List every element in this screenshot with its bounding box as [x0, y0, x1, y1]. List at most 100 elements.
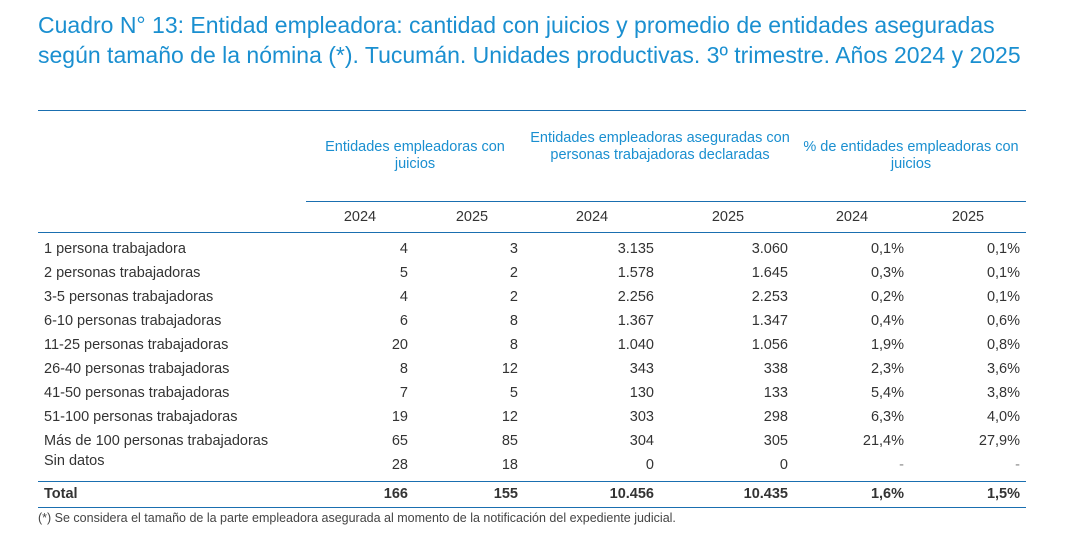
footnote: (*) Se considera el tamaño de la parte e…: [38, 511, 676, 525]
cell: 10.435: [743, 486, 788, 502]
cell: 1.040: [617, 337, 654, 353]
cell: 20: [391, 337, 408, 353]
table-row: 2 personas trabajadoras 5 2 1.578 1.645 0,3% 0…: [38, 265, 1026, 289]
cell: 0,1%: [986, 241, 1020, 257]
cell: 8: [399, 361, 408, 377]
cell: -: [1015, 457, 1020, 473]
row-label: Total: [44, 486, 78, 502]
row-label: 26-40 personas trabajadoras: [44, 361, 230, 377]
cell: 0,1%: [870, 241, 904, 257]
cell: 0,1%: [986, 289, 1020, 305]
cell: 2: [509, 265, 518, 281]
row-label: 1 persona trabajadora: [44, 241, 186, 257]
cell: 0,8%: [986, 337, 1020, 353]
header-group-aseguradas: Entidades empleadoras aseguradas con per…: [530, 130, 790, 163]
cell: 21,4%: [862, 433, 904, 449]
cell: 3.060: [751, 241, 788, 257]
cell: 4: [399, 289, 408, 305]
row-label: Sin datos: [44, 453, 105, 469]
row-label: 2 personas trabajadoras: [44, 265, 201, 281]
cell: 27,9%: [978, 433, 1020, 449]
table-row: 1 persona trabajadora 4 3 3.135 3.060 0,1% 0,1…: [38, 241, 1026, 265]
cell: 3.135: [617, 241, 654, 257]
row-label: 41-50 personas trabajadoras: [44, 385, 230, 401]
cell: 133: [763, 385, 788, 401]
cell: 85: [501, 433, 518, 449]
cell: 0,6%: [986, 313, 1020, 329]
cell: 8: [509, 313, 518, 329]
cell: 0,2%: [870, 289, 904, 305]
cell: 3,6%: [986, 361, 1020, 377]
total-rule: [38, 481, 1026, 482]
cell: 12: [501, 361, 518, 377]
year-header: 2025: [455, 209, 489, 225]
cell: 1.578: [617, 265, 654, 281]
table-row: 26-40 personas trabajadoras 8 12 343 338 2,3%…: [38, 361, 1026, 385]
cell: 10.456: [609, 486, 654, 502]
cell: 5,4%: [870, 385, 904, 401]
cell: 0: [779, 457, 788, 473]
table-row: 3-5 personas trabajadoras 4 2 2.256 2.253 0,2…: [38, 289, 1026, 313]
header-group-juicios: Entidades empleadoras con juicios: [325, 139, 505, 172]
cell: 305: [763, 433, 788, 449]
cell: 0: [645, 457, 654, 473]
cell: 1.056: [751, 337, 788, 353]
header-rule: [306, 201, 1026, 202]
cell: 155: [493, 486, 518, 502]
cell: 7: [399, 385, 408, 401]
cell: -: [899, 457, 904, 473]
cell: 4,0%: [986, 409, 1020, 425]
row-label: Más de 100 personas trabajadoras: [44, 433, 269, 449]
cell: 303: [629, 409, 654, 425]
cell: 0,4%: [870, 313, 904, 329]
cell: 2,3%: [870, 361, 904, 377]
table-title: Cuadro N° 13: Entidad empleadora: cantid…: [38, 12, 1021, 68]
table-row: 51-100 personas trabajadoras 19 12 303 298 6,…: [38, 409, 1026, 433]
row-label: 11-25 personas trabajadoras: [44, 337, 229, 353]
cell: 2.253: [751, 289, 788, 305]
table-row: 41-50 personas trabajadoras 7 5 130 133 5,4% 3…: [38, 385, 1026, 409]
table-row: Más de 100 personas trabajadoras 65 85 304 3…: [38, 433, 1026, 457]
cell: 166: [383, 486, 408, 502]
cell: 65: [391, 433, 408, 449]
cell: 1.367: [617, 313, 654, 329]
cell: 2.256: [617, 289, 654, 305]
cell: 5: [399, 265, 408, 281]
cell: 19: [391, 409, 408, 425]
cell: 28: [391, 457, 408, 473]
bottom-rule: [38, 507, 1026, 508]
cell: 18: [501, 457, 518, 473]
cell: 0,3%: [870, 265, 904, 281]
cell: 1.645: [751, 265, 788, 281]
cell: 1.347: [751, 313, 788, 329]
year-header: 2025: [951, 209, 985, 225]
year-header: 2024: [835, 209, 869, 225]
cell: 338: [763, 361, 788, 377]
cell: 4: [399, 241, 408, 257]
cell: 2: [509, 289, 518, 305]
cell: 6: [399, 313, 408, 329]
row-label: 6-10 personas trabajadoras: [44, 313, 222, 329]
cell: 0,1%: [986, 265, 1020, 281]
cell: 1,5%: [986, 486, 1020, 502]
cell: 8: [509, 337, 518, 353]
cell: 3: [509, 241, 518, 257]
table-row: 11-25 personas trabajadoras 20 8 1.040 1.056…: [38, 337, 1026, 361]
total-row: Total 166 155 10.456 10.435 1,6% 1,5%: [38, 486, 1026, 510]
row-label: 3-5 personas trabajadoras: [44, 289, 214, 305]
table-row: 6-10 personas trabajadoras 6 8 1.367 1.347 0,…: [38, 313, 1026, 337]
table-row: Sin datos 28 18 0 0 - -: [38, 453, 1026, 481]
cell: 5: [509, 385, 518, 401]
cell: 1,9%: [870, 337, 904, 353]
cell: 12: [501, 409, 518, 425]
cell: 130: [629, 385, 654, 401]
years-rule: [38, 232, 1026, 233]
header-group-porcentaje: % de entidades empleadoras con juicios: [803, 139, 1019, 172]
row-label: 51-100 personas trabajadoras: [44, 409, 238, 425]
cell: 6,3%: [870, 409, 904, 425]
cell: 3,8%: [986, 385, 1020, 401]
cell: 304: [629, 433, 654, 449]
year-header: 2024: [343, 209, 377, 225]
top-rule: [38, 110, 1026, 111]
cell: 343: [629, 361, 654, 377]
